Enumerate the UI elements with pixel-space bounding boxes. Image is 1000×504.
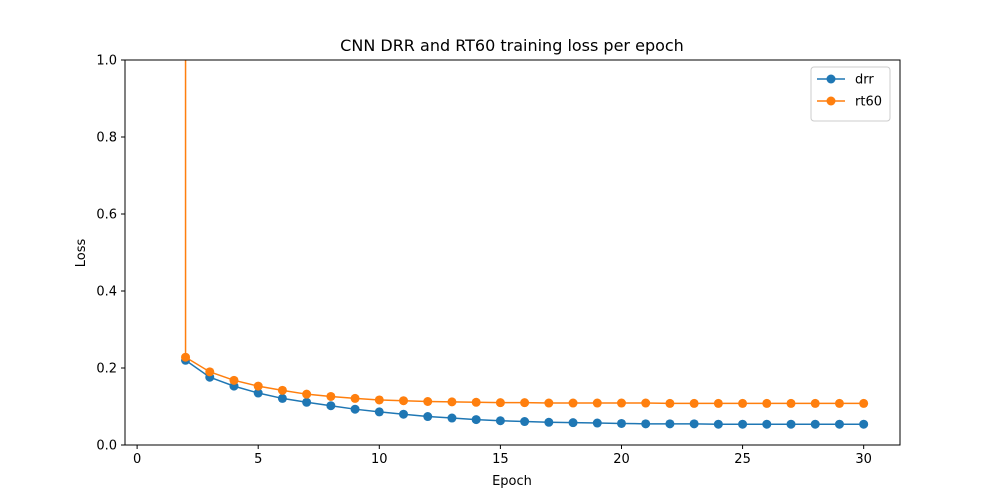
- y-tick-label: 0.0: [96, 439, 117, 454]
- data-point-rt60: [253, 381, 263, 391]
- data-point-drr: [665, 419, 675, 429]
- data-point-rt60: [786, 398, 796, 408]
- data-point-rt60: [689, 398, 699, 408]
- data-point-drr: [326, 401, 336, 411]
- x-tick-label: 20: [613, 452, 630, 467]
- data-point-drr: [471, 415, 481, 425]
- data-point-drr: [568, 418, 578, 428]
- x-tick-label: 25: [734, 452, 751, 467]
- data-point-drr: [834, 419, 844, 429]
- data-point-drr: [616, 418, 626, 428]
- data-point-drr: [253, 388, 263, 398]
- y-axis: 0.0 0.2 0.4 0.6 0.8 1.0: [96, 54, 125, 454]
- legend-label-drr: drr: [855, 73, 874, 88]
- data-point-rt60: [423, 396, 433, 406]
- x-axis-label: Epoch: [492, 474, 532, 489]
- legend: drr rt60: [810, 66, 891, 122]
- data-point-rt60: [326, 391, 336, 401]
- data-point-rt60: [713, 398, 723, 408]
- y-tick-label: 0.8: [96, 131, 117, 146]
- x-axis: 0 5 10 15 20 25 30: [133, 445, 872, 467]
- data-point-drr: [520, 417, 530, 427]
- data-point-rt60: [495, 398, 505, 408]
- data-point-drr: [495, 416, 505, 426]
- plot-frame: [124, 59, 901, 446]
- data-point-drr: [544, 417, 554, 427]
- data-point-rt60: [544, 398, 554, 408]
- data-point-rt60: [520, 398, 530, 408]
- data-point-rt60: [374, 395, 384, 405]
- data-point-drr: [859, 419, 869, 429]
- data-point-drr: [277, 393, 287, 403]
- data-point-rt60: [302, 389, 312, 399]
- data-point-drr: [762, 419, 772, 429]
- data-point-drr: [350, 404, 360, 414]
- data-point-rt60: [277, 385, 287, 395]
- data-point-drr: [374, 407, 384, 417]
- x-tick-label: 10: [371, 452, 388, 467]
- data-point-rt60: [665, 398, 675, 408]
- data-point-drr: [810, 419, 820, 429]
- data-point-drr: [592, 418, 602, 428]
- x-tick-label: 5: [254, 452, 262, 467]
- data-point-drr: [786, 419, 796, 429]
- data-point-drr: [738, 419, 748, 429]
- data-point-drr: [302, 397, 312, 407]
- x-tick-label: 0: [133, 452, 141, 467]
- y-tick-label: 0.4: [96, 285, 117, 300]
- series-drr: [181, 355, 869, 429]
- chart-title: CNN DRR and RT60 training loss per epoch: [340, 36, 684, 55]
- y-axis-label: Loss: [74, 239, 89, 268]
- data-point-rt60: [568, 398, 578, 408]
- x-tick-label: 15: [492, 452, 509, 467]
- data-point-rt60: [471, 397, 481, 407]
- data-point-rt60: [834, 398, 844, 408]
- data-point-rt60: [641, 398, 651, 408]
- data-point-rt60: [350, 393, 360, 403]
- data-point-drr: [399, 409, 409, 419]
- data-point-rt60: [205, 367, 215, 377]
- data-point-rt60: [738, 398, 748, 408]
- series-rt60: [181, 60, 869, 408]
- data-point-rt60: [229, 375, 239, 385]
- legend-marker-drr: [826, 74, 836, 84]
- data-point-rt60: [447, 397, 457, 407]
- data-point-rt60: [399, 396, 409, 406]
- data-point-rt60: [616, 398, 626, 408]
- y-tick-label: 0.6: [96, 208, 117, 223]
- data-point-drr: [423, 412, 433, 422]
- x-tick-label: 30: [855, 452, 872, 467]
- data-point-drr: [641, 419, 651, 429]
- legend-label-rt60: rt60: [855, 95, 882, 110]
- data-point-rt60: [859, 398, 869, 408]
- y-tick-label: 0.2: [96, 362, 117, 377]
- series-layer: [181, 60, 869, 429]
- data-point-drr: [713, 419, 723, 429]
- y-tick-label: 1.0: [96, 54, 117, 69]
- data-point-rt60: [810, 398, 820, 408]
- data-point-rt60: [181, 352, 191, 362]
- data-point-drr: [689, 419, 699, 429]
- data-point-rt60: [592, 398, 602, 408]
- data-point-rt60: [762, 398, 772, 408]
- legend-marker-rt60: [826, 96, 836, 106]
- data-point-drr: [447, 413, 457, 423]
